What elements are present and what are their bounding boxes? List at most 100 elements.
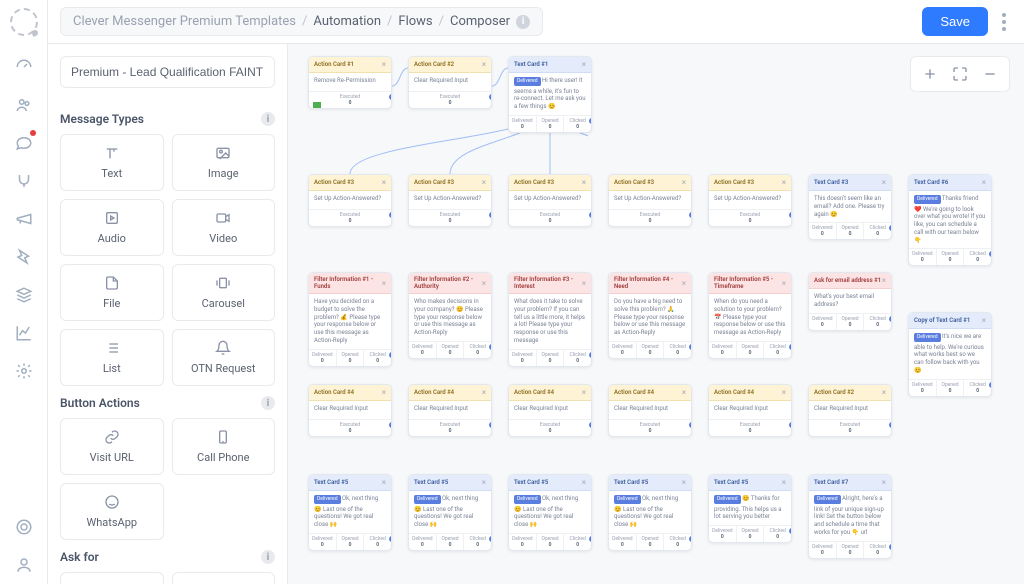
nav-analytics[interactable]: [0, 314, 48, 352]
flow-node[interactable]: Action Card #2×Clear Required InputExecu…: [808, 384, 892, 437]
close-icon[interactable]: ×: [582, 60, 586, 69]
close-icon[interactable]: ×: [882, 478, 886, 487]
close-icon[interactable]: ×: [782, 388, 786, 397]
tile-carousel[interactable]: Carousel: [172, 264, 276, 321]
close-icon[interactable]: ×: [482, 478, 486, 487]
info-icon[interactable]: i: [261, 112, 275, 126]
close-icon[interactable]: ×: [982, 178, 986, 187]
nav-profile[interactable]: [0, 546, 48, 584]
close-icon[interactable]: ×: [382, 178, 386, 187]
flow-node[interactable]: Action Card #4×Clear Required InputExecu…: [508, 384, 592, 437]
nav-capture[interactable]: [0, 162, 48, 200]
close-icon[interactable]: ×: [582, 478, 586, 487]
flow-node[interactable]: Ask for email address #1×What's your bes…: [808, 272, 892, 331]
close-icon[interactable]: ×: [482, 60, 486, 69]
close-icon[interactable]: ×: [682, 279, 686, 288]
flow-canvas[interactable]: Action Card #1×Remove Re-PermissionExecu…: [288, 44, 1024, 584]
info-icon[interactable]: i: [516, 15, 530, 29]
info-icon[interactable]: i: [261, 550, 275, 564]
close-icon[interactable]: ×: [782, 178, 786, 187]
close-icon[interactable]: ×: [582, 279, 586, 288]
close-icon[interactable]: ×: [682, 178, 686, 187]
nav-dashboard[interactable]: [0, 48, 48, 86]
flow-node[interactable]: Action Card #2×Clear Required InputExecu…: [408, 56, 492, 109]
flow-node[interactable]: Text Card #5×Delivered Ok, next thing 😊 …: [608, 474, 692, 551]
close-icon[interactable]: ×: [882, 388, 886, 397]
flow-node[interactable]: Action Card #3×Set Up Action-Answered?Ex…: [608, 174, 692, 227]
close-icon[interactable]: ×: [682, 478, 686, 487]
flow-node[interactable]: Text Card #7×Delivered Alright, here's a…: [808, 474, 892, 559]
nav-contacts[interactable]: [0, 86, 48, 124]
tile-phone[interactable]: Phone Number: [172, 572, 276, 584]
flow-node[interactable]: Action Card #4×Clear Required InputExecu…: [708, 384, 792, 437]
nav-broadcast[interactable]: [0, 200, 48, 238]
flow-node[interactable]: Filter Information #4 - Need×Do you have…: [608, 272, 692, 359]
flow-node[interactable]: Text Card #1×Delivered Hi there user! It…: [508, 56, 592, 133]
flow-node[interactable]: Text Card #5×Delivered Ok, next thing 😊 …: [308, 474, 392, 551]
tile-video[interactable]: Video: [172, 199, 276, 256]
section-message-types: Message Typesi: [60, 112, 275, 126]
add-node-icon[interactable]: [919, 63, 941, 85]
fit-view-icon[interactable]: [949, 63, 971, 85]
tile-otn[interactable]: OTN Request: [172, 329, 276, 386]
breadcrumb: Clever Messenger Premium Templates / Aut…: [60, 7, 543, 36]
flow-node[interactable]: Action Card #1×Remove Re-PermissionExecu…: [308, 56, 392, 109]
crumb-flows[interactable]: Flows: [398, 14, 432, 29]
flow-node[interactable]: Action Card #4×Clear Required InputExecu…: [608, 384, 692, 437]
more-menu-icon[interactable]: [996, 13, 1012, 31]
close-icon[interactable]: ×: [982, 316, 986, 325]
nav-stack[interactable]: [0, 276, 48, 314]
flow-node[interactable]: Filter Information #5 - Timeframe×When d…: [708, 272, 792, 359]
nav-settings[interactable]: [0, 352, 48, 390]
flow-name-input[interactable]: [60, 56, 275, 88]
flow-node[interactable]: Text Card #5×Delivered 😊 Thanks for prov…: [708, 474, 792, 543]
nav-automation[interactable]: [0, 238, 48, 276]
close-icon[interactable]: ×: [482, 388, 486, 397]
tile-visit-url[interactable]: Visit URL: [60, 418, 164, 475]
composer-sidebar: Message Typesi Text Image Audio Video Fi…: [48, 44, 288, 584]
flow-node[interactable]: Action Card #3×Set Up Action-Answered?Ex…: [408, 174, 492, 227]
close-icon[interactable]: ×: [682, 388, 686, 397]
close-icon[interactable]: ×: [482, 279, 486, 288]
close-icon[interactable]: ×: [782, 279, 786, 288]
close-icon[interactable]: ×: [382, 478, 386, 487]
close-icon[interactable]: ×: [382, 279, 386, 288]
tile-image[interactable]: Image: [172, 134, 276, 191]
flow-node[interactable]: Action Card #3×Set Up Action-Answered?Ex…: [508, 174, 592, 227]
crumb-automation[interactable]: Automation: [313, 14, 381, 29]
flow-node[interactable]: Filter Information #1 - Funds×Have you d…: [308, 272, 392, 367]
flow-node[interactable]: Filter Information #2 - Authority×Who ma…: [408, 272, 492, 359]
close-icon[interactable]: ×: [482, 178, 486, 187]
tile-text[interactable]: Text: [60, 134, 164, 191]
tile-file[interactable]: File: [60, 264, 164, 321]
close-icon[interactable]: ×: [882, 178, 886, 187]
tile-list[interactable]: List: [60, 329, 164, 386]
flow-node[interactable]: Action Card #3×Set Up Action-Answered?Ex…: [708, 174, 792, 227]
close-icon[interactable]: ×: [582, 388, 586, 397]
flow-node[interactable]: Text Card #6×Delivered Thanks friend ❤️ …: [908, 174, 992, 266]
flow-node[interactable]: Action Card #3×Set Up Action-Answered?Ex…: [308, 174, 392, 227]
flow-node[interactable]: Filter Information #3 - Interest×What do…: [508, 272, 592, 367]
close-icon[interactable]: ×: [382, 60, 386, 69]
tile-whatsapp[interactable]: WhatsApp: [60, 483, 164, 540]
close-icon[interactable]: ×: [382, 388, 386, 397]
close-icon[interactable]: ×: [782, 478, 786, 487]
tile-audio[interactable]: Audio: [60, 199, 164, 256]
flow-node[interactable]: Action Card #4×Clear Required InputExecu…: [308, 384, 392, 437]
nav-help[interactable]: [0, 508, 48, 546]
flow-node[interactable]: Text Card #3×This doesn't seem like an e…: [808, 174, 892, 240]
flow-node[interactable]: Action Card #4×Clear Required InputExecu…: [408, 384, 492, 437]
tile-call-phone[interactable]: Call Phone: [172, 418, 276, 475]
save-button[interactable]: Save: [922, 7, 988, 36]
crumb-composer[interactable]: Composer: [450, 14, 510, 29]
tile-email[interactable]: Email Address: [60, 572, 164, 584]
zoom-out-icon[interactable]: [979, 63, 1001, 85]
crumb-root[interactable]: Clever Messenger Premium Templates: [73, 14, 296, 29]
info-icon[interactable]: i: [261, 396, 275, 410]
close-icon[interactable]: ×: [582, 178, 586, 187]
flow-node[interactable]: Text Card #5×Delivered Ok, next thing 😊 …: [508, 474, 592, 551]
flow-node[interactable]: Text Card #5×Delivered Ok, next thing 😊 …: [408, 474, 492, 551]
flow-node[interactable]: Copy of Text Card #1×Delivered It's nice…: [908, 312, 992, 397]
nav-messages[interactable]: [0, 124, 48, 162]
close-icon[interactable]: ×: [882, 276, 886, 285]
